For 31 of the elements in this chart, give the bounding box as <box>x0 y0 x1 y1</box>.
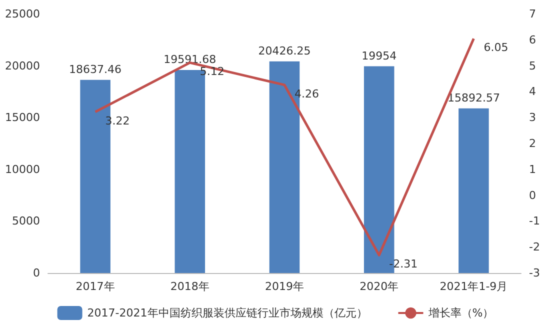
y2-tick-label: -3 <box>529 266 540 280</box>
legend-label: 2017-2021年中国纺织服装供应链行业市场规模（亿元） <box>87 306 368 320</box>
data-label: 18637.46 <box>69 62 122 76</box>
x-tick-label: 2021年1-9月 <box>440 280 508 293</box>
y-tick-label: 5000 <box>12 214 40 228</box>
data-label: 20426.25 <box>258 44 311 58</box>
x-tick-label: 2017年 <box>76 280 115 293</box>
y2-tick-label: 5 <box>529 59 536 72</box>
data-label: 15892.57 <box>447 91 500 104</box>
x-tick-label: 2018年 <box>170 280 210 293</box>
y2-tick-label: 7 <box>529 8 536 20</box>
y2-tick-label: 4 <box>529 85 536 98</box>
y2-tick-label: -1 <box>529 214 540 228</box>
y2-tick-label: 6 <box>529 33 536 46</box>
y2-tick-label: -2 <box>529 240 540 254</box>
y-tick-label: 25000 <box>5 8 40 20</box>
y2-tick-label: 1 <box>529 162 536 176</box>
x-tick-label: 2020年 <box>360 280 399 293</box>
data-label: 19954 <box>362 49 397 62</box>
y-tick-label: 10000 <box>5 162 40 176</box>
y-tick-label: 20000 <box>5 59 40 72</box>
y2-tick-label: 0 <box>529 188 536 202</box>
x-tick-label: 2019年 <box>265 280 304 293</box>
y-tick-label: 0 <box>33 266 40 280</box>
data-label: 19591.68 <box>164 53 216 66</box>
bar <box>458 108 489 273</box>
y2-tick-label: 3 <box>529 111 536 124</box>
data-label: 6.05 <box>484 41 508 54</box>
y2-tick-label: 2 <box>529 137 536 150</box>
legend-label: 增长率（%） <box>427 306 494 320</box>
y-tick-label: 15000 <box>5 111 40 124</box>
